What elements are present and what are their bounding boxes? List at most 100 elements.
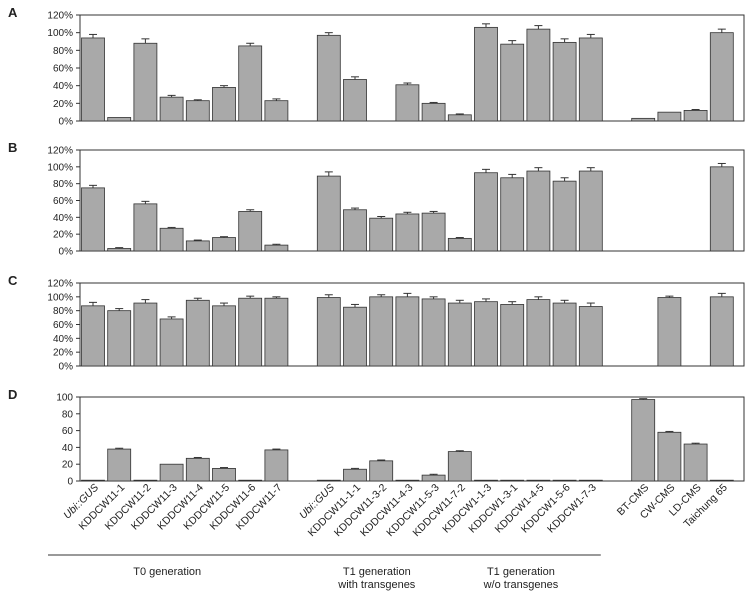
bar (631, 399, 656, 482)
group-label: w/o transgenes (483, 579, 559, 591)
y-tick-label: 100% (47, 162, 73, 173)
bar (421, 212, 446, 252)
bar (107, 117, 132, 122)
bar (657, 431, 682, 482)
bar (81, 187, 105, 252)
bar (500, 177, 525, 252)
bar (343, 79, 367, 122)
bar (447, 114, 472, 122)
bar (343, 468, 367, 482)
bar (212, 87, 236, 122)
bar (107, 248, 132, 252)
bar (447, 237, 472, 252)
bar (709, 296, 734, 367)
panel-letter: C (8, 273, 18, 288)
panel-letter: A (8, 5, 18, 20)
bar (238, 479, 263, 482)
bar (447, 302, 472, 367)
bar (133, 203, 158, 252)
bar (264, 297, 289, 367)
bar (552, 41, 577, 122)
bar (552, 302, 577, 367)
bar (421, 298, 446, 367)
bar (107, 448, 132, 482)
bar (447, 451, 472, 482)
bar (264, 449, 289, 482)
bar (395, 296, 420, 367)
bar (578, 170, 603, 252)
y-tick-label: 80 (62, 409, 74, 420)
bar (316, 34, 341, 122)
y-tick-label: 40% (53, 81, 73, 92)
bar (107, 310, 132, 367)
bar (709, 166, 734, 252)
y-tick-label: 20% (53, 348, 73, 359)
bar (421, 474, 446, 482)
bar (159, 96, 184, 122)
bar (238, 45, 263, 122)
bar (316, 175, 341, 252)
y-tick-label: 80% (53, 306, 73, 317)
y-tick-label: 60% (53, 196, 73, 207)
bar (395, 84, 420, 122)
bar (709, 479, 734, 482)
bar (316, 479, 341, 482)
bar (474, 479, 498, 482)
bar (526, 170, 551, 252)
group-label: T1 generation (343, 566, 411, 578)
bar (81, 479, 105, 482)
bar (212, 467, 236, 482)
y-tick-label: 0% (59, 362, 74, 373)
bar (238, 297, 263, 367)
bar (343, 306, 367, 367)
y-tick-label: 20 (62, 460, 74, 471)
y-tick-label: 40% (53, 334, 73, 345)
y-tick-label: 20% (53, 230, 73, 241)
bar (81, 305, 105, 367)
bar (133, 479, 158, 482)
bar (552, 180, 577, 252)
y-tick-label: 120% (47, 11, 73, 22)
bar (421, 102, 446, 122)
y-tick-label: 0% (59, 117, 74, 128)
bar (474, 172, 498, 252)
bar (264, 244, 289, 252)
bar (159, 318, 184, 367)
bar (578, 479, 603, 482)
y-tick-label: 60 (62, 426, 74, 437)
bar (657, 297, 682, 367)
bar (133, 42, 158, 122)
bar (369, 296, 394, 367)
bar (474, 26, 498, 122)
bar (395, 213, 420, 252)
bar (526, 28, 551, 122)
bar (474, 301, 498, 367)
y-tick-label: 40% (53, 213, 73, 224)
bar (212, 237, 236, 252)
bar (552, 479, 577, 482)
y-tick-label: 100% (47, 28, 73, 39)
bar (264, 100, 289, 122)
bar (343, 209, 367, 252)
bar (500, 479, 525, 482)
bar (81, 37, 105, 122)
bar (185, 457, 210, 482)
bar (683, 443, 708, 482)
bar (316, 297, 341, 367)
y-tick-label: 100% (47, 292, 73, 303)
y-tick-label: 0% (59, 247, 74, 258)
bar (709, 32, 734, 122)
panel-letter: D (8, 387, 17, 402)
y-tick-label: 40 (62, 443, 74, 454)
y-tick-label: 0 (67, 477, 73, 488)
bar (185, 240, 210, 252)
bar (133, 302, 158, 367)
bar (657, 111, 682, 122)
bar (631, 117, 656, 122)
y-tick-label: 60% (53, 320, 73, 331)
bar (369, 217, 394, 252)
bar (395, 479, 420, 482)
bar (238, 211, 263, 252)
y-tick-label: 60% (53, 64, 73, 75)
